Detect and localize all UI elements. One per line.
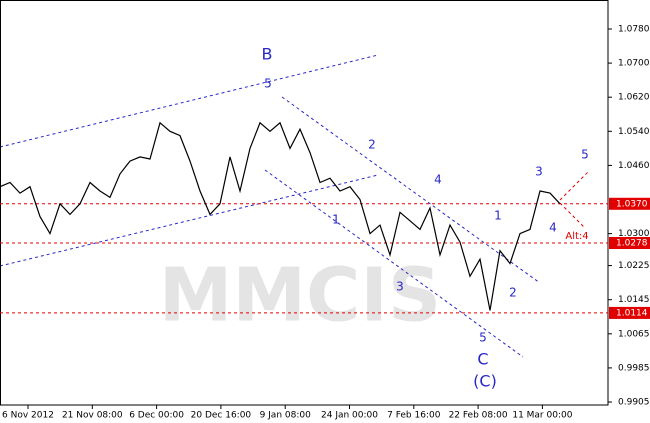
y-tick-label: 1.0460 <box>618 161 650 171</box>
wave-label: 4 <box>434 173 442 187</box>
level-label: 1.0278 <box>616 239 648 249</box>
x-tick-label: 9 Jan 08:00 <box>260 411 312 421</box>
wave-label: 2 <box>368 138 376 152</box>
projection-lines <box>559 171 589 229</box>
price-line <box>0 121 561 311</box>
wave-label: 3 <box>535 165 543 179</box>
x-tick-label: 21 Nov 08:00 <box>62 411 123 421</box>
wave-label: (C) <box>473 372 497 391</box>
y-tick-label: 1.0225 <box>618 261 650 271</box>
y-tick-label: 1.0700 <box>618 59 650 69</box>
wave-label: 1 <box>332 213 340 227</box>
trend-line <box>0 54 379 148</box>
trend-lines <box>0 54 541 358</box>
wave-label: 5 <box>479 331 487 345</box>
alt-label: Alt:4 <box>565 231 588 242</box>
watermark: MMCIS <box>159 253 441 339</box>
wave-label: B <box>262 45 273 64</box>
y-tick-label: 0.9985 <box>618 363 650 373</box>
wave-label: 5 <box>581 148 589 162</box>
y-tick-label: 1.0145 <box>618 295 650 305</box>
x-tick-label: 20 Dec 16:00 <box>191 411 252 421</box>
x-tick-label: 11 Mar 00:00 <box>512 411 572 421</box>
y-tick-label: 1.0300 <box>618 229 650 239</box>
wave-label: C <box>477 350 488 369</box>
y-tick-label: 1.0065 <box>618 329 650 339</box>
trend-line <box>0 174 379 267</box>
x-tick-label: 24 Jan 00:00 <box>321 411 378 421</box>
level-label: 1.0370 <box>616 199 648 209</box>
trend-line <box>264 169 524 358</box>
y-tick-label: 1.0540 <box>618 127 650 137</box>
wave-label: 3 <box>396 280 404 294</box>
annotations: B 5 2 4 1 3 5 C (C) 1 2 3 4 5 Alt:4 <box>262 45 589 391</box>
x-tick-label: 6 Nov 2012 <box>2 411 54 421</box>
wave-label: 5 <box>264 77 272 91</box>
x-tick-label: 22 Feb 08:00 <box>449 411 508 421</box>
x-tick-label: 7 Feb 16:00 <box>387 411 441 421</box>
wave-label: 2 <box>509 286 517 300</box>
wave-label: 4 <box>549 221 557 235</box>
level-label-box <box>609 197 650 210</box>
level-label: 1.0114 <box>616 308 648 318</box>
wave-label: 1 <box>494 209 502 223</box>
plot-frame <box>0 0 609 406</box>
x-tick-label: 6 Dec 00:00 <box>129 411 184 421</box>
projection-line <box>559 171 589 201</box>
level-label-box <box>609 306 650 319</box>
level-label-box <box>609 237 650 249</box>
y-tick-label: 0.9905 <box>618 398 650 408</box>
y-tick-label: 1.0620 <box>618 93 650 103</box>
trend-line <box>281 96 541 284</box>
y-tick-label: 1.0780 <box>618 24 650 34</box>
